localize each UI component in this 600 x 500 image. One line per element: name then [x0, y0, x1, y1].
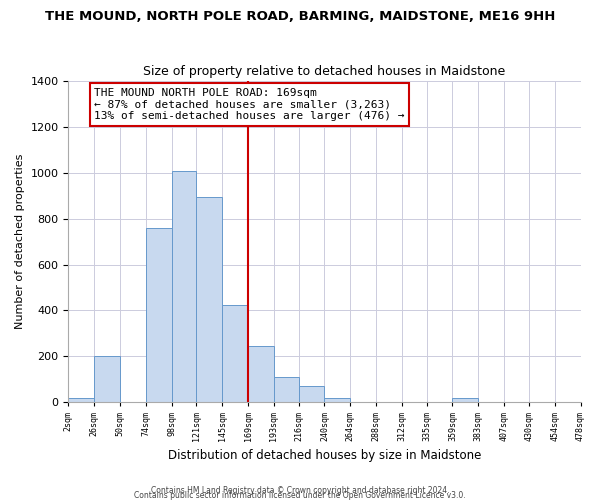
Title: Size of property relative to detached houses in Maidstone: Size of property relative to detached ho… [143, 66, 506, 78]
Text: THE MOUND NORTH POLE ROAD: 169sqm
← 87% of detached houses are smaller (3,263)
1: THE MOUND NORTH POLE ROAD: 169sqm ← 87% … [94, 88, 405, 121]
Bar [452, 398, 478, 402]
Text: Contains public sector information licensed under the Open Government Licence v3: Contains public sector information licen… [134, 491, 466, 500]
Bar [68, 398, 94, 402]
Bar [222, 304, 248, 402]
Bar [146, 228, 172, 402]
Bar [274, 377, 299, 402]
Bar [196, 197, 222, 402]
Bar [325, 398, 350, 402]
Text: Contains HM Land Registry data © Crown copyright and database right 2024.: Contains HM Land Registry data © Crown c… [151, 486, 449, 495]
Bar [248, 346, 274, 402]
X-axis label: Distribution of detached houses by size in Maidstone: Distribution of detached houses by size … [168, 450, 481, 462]
Bar [299, 386, 325, 402]
Bar [172, 170, 196, 402]
Text: THE MOUND, NORTH POLE ROAD, BARMING, MAIDSTONE, ME16 9HH: THE MOUND, NORTH POLE ROAD, BARMING, MAI… [45, 10, 555, 23]
Y-axis label: Number of detached properties: Number of detached properties [15, 154, 25, 330]
Bar [94, 356, 120, 402]
